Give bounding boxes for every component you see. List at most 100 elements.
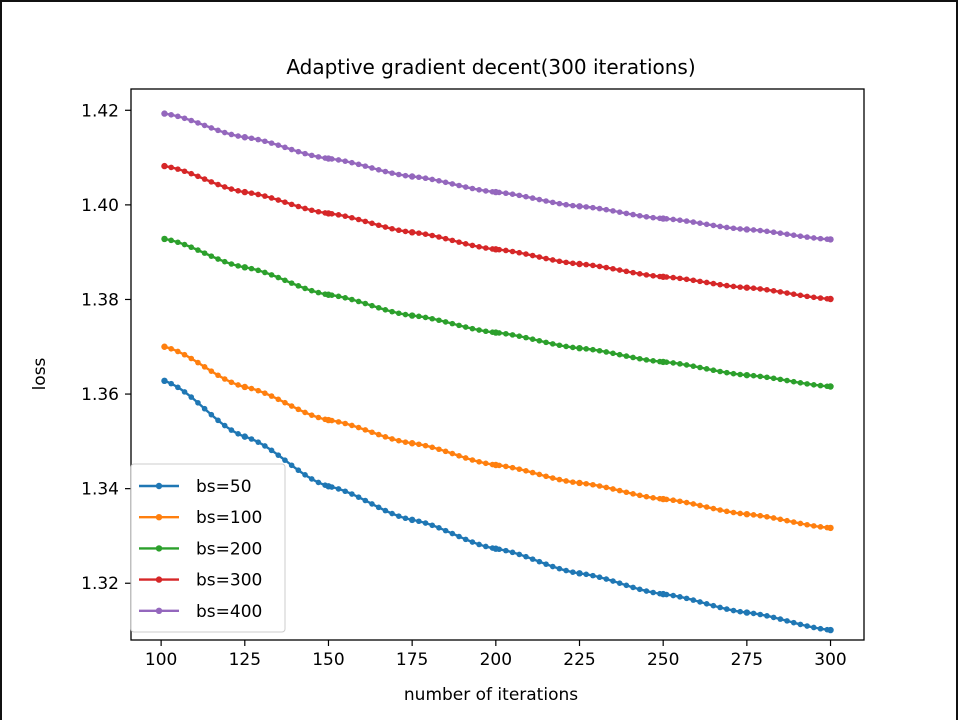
series-marker (442, 319, 449, 325)
series-marker (449, 181, 456, 187)
series-marker (703, 221, 710, 228)
series-marker (529, 469, 536, 476)
series-marker (228, 186, 235, 192)
data-point (408, 173, 416, 180)
data-point (743, 284, 751, 291)
legend-label: bs=300 (196, 571, 262, 591)
series-marker (221, 258, 228, 265)
series-marker (469, 457, 476, 463)
series-marker (770, 287, 777, 294)
data-point (576, 260, 583, 268)
series-marker (262, 443, 268, 449)
series-marker (389, 308, 395, 315)
series-marker (509, 191, 516, 197)
series-marker (784, 517, 790, 524)
series-marker (536, 471, 543, 478)
series-marker (623, 268, 630, 275)
y-axis-label: loss (30, 357, 50, 390)
series-marker (737, 284, 743, 290)
series-marker (195, 247, 201, 253)
series-marker (810, 523, 817, 529)
series-marker (683, 362, 690, 368)
series-marker (476, 458, 482, 465)
series-marker (349, 214, 355, 221)
series-marker (523, 553, 529, 560)
series-marker (315, 208, 322, 215)
data-point (659, 495, 667, 503)
series-marker (770, 229, 777, 236)
series-marker (529, 336, 536, 342)
series-marker (295, 283, 302, 289)
series-marker (570, 344, 576, 351)
series-marker (750, 512, 757, 518)
series-marker (288, 462, 295, 469)
series-marker (610, 265, 616, 272)
series-marker (168, 111, 174, 118)
series-marker (804, 623, 810, 629)
series-marker (188, 117, 195, 124)
series-marker (201, 176, 208, 182)
series-marker (623, 210, 630, 217)
series-marker (683, 276, 690, 283)
data-point (241, 383, 248, 391)
series-marker (275, 396, 282, 403)
series-marker (181, 115, 188, 122)
series-marker (543, 339, 549, 346)
series-marker (630, 491, 636, 497)
plot-area (130, 88, 865, 641)
series-marker (509, 332, 516, 338)
series-marker (395, 310, 402, 317)
series-bs-400 (161, 110, 834, 243)
series-marker (543, 561, 549, 567)
series-marker (636, 271, 643, 277)
series-marker (643, 213, 650, 220)
series-marker (583, 346, 589, 352)
series-marker (757, 611, 764, 618)
series-marker (549, 341, 556, 347)
series-marker (288, 201, 295, 208)
series-marker (770, 515, 777, 521)
series-marker (703, 279, 710, 286)
data-point (827, 626, 834, 634)
data-point (743, 510, 751, 518)
series-marker (482, 543, 489, 550)
series-marker (422, 442, 429, 449)
series-marker (208, 368, 215, 374)
data-point (827, 524, 834, 532)
series-marker (402, 439, 409, 445)
series-marker (168, 164, 174, 171)
series-marker (362, 163, 369, 169)
series-marker (549, 563, 556, 570)
series-marker (235, 263, 241, 269)
series-marker (442, 179, 449, 186)
series-marker (723, 282, 730, 289)
series-marker (235, 188, 241, 194)
series-marker (810, 382, 817, 388)
series-marker (221, 129, 228, 136)
series-marker (710, 602, 717, 609)
y-tick-label: 1.32 (81, 574, 119, 594)
series-marker (549, 199, 556, 206)
x-tick-label: 300 (814, 650, 846, 670)
series-bs-50 (161, 377, 834, 634)
window-top-border (0, 0, 958, 2)
series-marker (375, 304, 382, 311)
data-point (743, 371, 751, 379)
series-marker (288, 403, 295, 409)
series-marker (697, 364, 703, 371)
series-marker (717, 223, 723, 230)
series-marker (817, 382, 824, 389)
series-marker (389, 436, 395, 442)
series-marker (570, 569, 576, 575)
legend-marker (155, 545, 163, 552)
series-marker (523, 193, 529, 200)
series-marker (730, 225, 737, 232)
series-marker (630, 584, 636, 591)
x-tick-label: 200 (480, 650, 512, 670)
series-marker (757, 286, 764, 292)
series-marker (482, 460, 489, 467)
series-marker (168, 237, 174, 244)
series-marker (616, 487, 623, 494)
series-marker (295, 148, 302, 155)
series-marker (449, 450, 456, 457)
